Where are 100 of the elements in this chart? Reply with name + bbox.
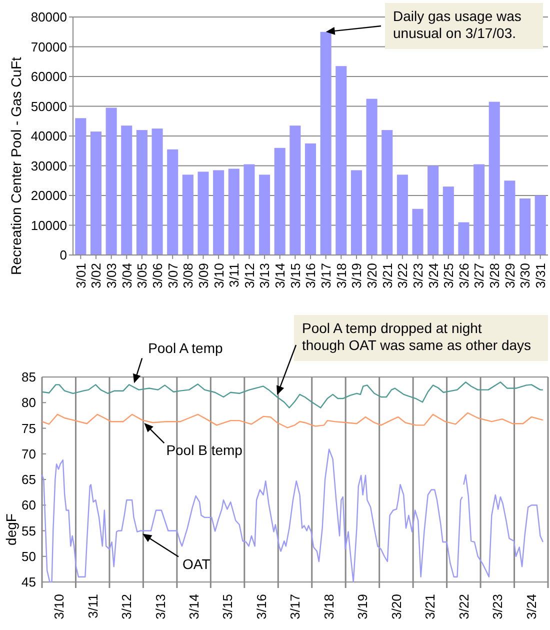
y-tick-label: 80 — [22, 395, 36, 410]
x-tick-label: 3/28 — [487, 263, 502, 288]
y-tick-label: 70000 — [30, 39, 67, 54]
y-tick-label: 40000 — [30, 128, 67, 144]
bar — [259, 174, 270, 255]
y-tick-label: 65 — [22, 472, 36, 488]
text: Pool A temp — [148, 340, 224, 356]
x-tick-label: 3/08 — [180, 263, 196, 288]
x-tick-label: 3/23 — [410, 263, 426, 288]
bar — [244, 164, 255, 255]
y-tick-label: 75 — [22, 420, 36, 436]
x-tick-label: 3/14 — [272, 263, 288, 288]
bar — [488, 102, 500, 255]
bar — [152, 128, 163, 255]
x-tick-label: 3/10 — [52, 594, 67, 620]
y-tick-label: 85 — [22, 370, 36, 385]
x-tick-label: 3/07 — [165, 263, 180, 288]
x-tick-label: 3/15 — [288, 263, 303, 288]
x-tick-label: 3/01 — [73, 263, 88, 288]
bar — [320, 32, 332, 255]
bar — [534, 196, 546, 255]
bar — [366, 98, 378, 255]
x-tick-label: 3/31 — [533, 263, 548, 288]
x-tick-label: 3/15 — [220, 594, 236, 620]
bar — [90, 132, 102, 255]
y-axis-title: Recreation Center Pool - Gas CuFt — [8, 56, 24, 275]
x-tick-label: 3/19 — [355, 594, 370, 620]
bar — [458, 222, 470, 255]
bar — [428, 166, 439, 255]
bar — [121, 126, 132, 255]
y-tick-label: 70 — [22, 446, 36, 462]
bar — [412, 208, 424, 255]
x-tick-label: 3/12 — [242, 263, 257, 288]
bar — [213, 170, 224, 255]
bar — [350, 170, 362, 255]
x-tick-label: 3/21 — [422, 594, 438, 620]
bar — [290, 126, 301, 255]
x-tick-label: 3/20 — [364, 263, 380, 288]
x-tick-label: 3/13 — [257, 263, 272, 288]
x-tick-label: 3/21 — [380, 263, 395, 288]
bar — [382, 130, 393, 255]
x-tick-label: 3/26 — [456, 263, 472, 288]
x-tick-label: 3/14 — [186, 594, 202, 620]
bar — [182, 174, 194, 255]
y-tick-label: 50000 — [30, 98, 67, 114]
x-tick-label: 3/30 — [518, 263, 533, 288]
y-tick-label: 60000 — [30, 69, 67, 84]
bar — [396, 174, 408, 255]
x-tick-label: 3/16 — [303, 263, 318, 288]
bar — [167, 149, 178, 255]
x-tick-label: 3/17 — [288, 594, 303, 620]
x-tick-label: 3/29 — [502, 263, 518, 288]
x-tick-label: 3/16 — [254, 594, 269, 620]
x-tick-label: 3/23 — [490, 594, 506, 620]
x-tick-label: 3/10 — [211, 263, 226, 288]
x-tick-label: 3/22 — [395, 263, 410, 288]
bar — [336, 66, 347, 255]
x-tick-label: 3/04 — [119, 263, 134, 288]
x-tick-label: 3/27 — [472, 263, 487, 288]
y-tick-label: 30000 — [30, 158, 67, 174]
bar — [274, 148, 286, 255]
bar — [474, 164, 485, 255]
y-tick-label: 50 — [22, 548, 36, 564]
x-tick-label: 3/19 — [349, 263, 364, 288]
bar — [442, 186, 454, 255]
x-tick-label: 3/11 — [226, 263, 242, 288]
bar — [106, 108, 117, 255]
bar — [75, 118, 86, 255]
x-tick-label: 3/22 — [456, 594, 472, 620]
text: Pool A temp dropped at night though OAT was same as other days — [302, 320, 532, 353]
x-tick-label: 3/09 — [196, 263, 211, 288]
x-tick-label: 3/17 — [318, 263, 334, 288]
bar — [504, 180, 516, 255]
y-tick-label: 45 — [22, 574, 36, 590]
x-tick-label: 3/02 — [88, 263, 104, 288]
y-tick-label: 55 — [22, 523, 36, 538]
y-tick-label: 60 — [22, 498, 36, 513]
x-tick-label: 3/25 — [441, 263, 456, 288]
x-tick-label: 3/18 — [334, 263, 349, 288]
x-tick-label: 3/24 — [524, 594, 539, 620]
x-tick-label: 3/06 — [150, 263, 165, 288]
bar — [136, 130, 148, 255]
x-tick-label: 3/05 — [134, 263, 150, 288]
annotation: Daily gas usage was unusual on 3/17/03. — [393, 8, 522, 41]
y-tick-label: 0 — [60, 248, 67, 263]
y-tick-label: 10000 — [30, 218, 67, 233]
series-label: Pool B temp — [166, 442, 243, 458]
bar — [228, 168, 240, 255]
x-tick-label: 3/20 — [388, 594, 404, 620]
series-label: OAT — [182, 556, 211, 572]
bar — [198, 172, 209, 255]
y-tick-label: 80000 — [30, 10, 67, 25]
bar — [304, 143, 316, 255]
x-tick-label: 3/24 — [426, 263, 441, 288]
bar — [520, 198, 531, 255]
x-tick-label: 3/03 — [104, 263, 120, 288]
y-tick-label: 20000 — [30, 188, 67, 204]
x-tick-label: 3/13 — [152, 594, 168, 620]
y-axis-title: degF — [3, 514, 19, 546]
x-tick-label: 3/12 — [119, 594, 134, 620]
